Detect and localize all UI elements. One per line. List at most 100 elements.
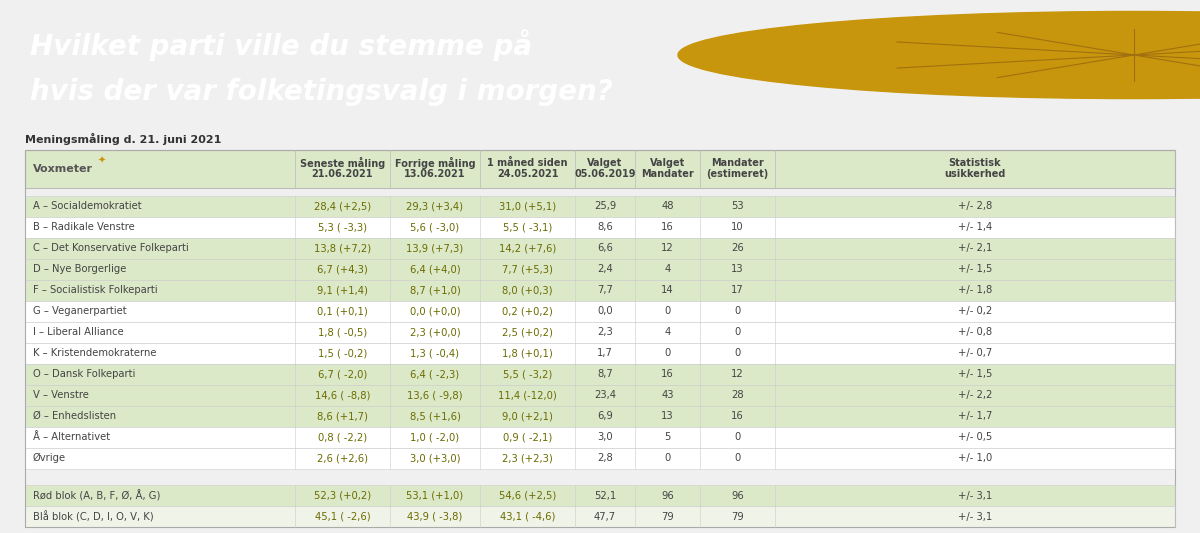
Bar [25, 259, 1175, 280]
Text: hvis der var folketingsvalg i morgen?: hvis der var folketingsvalg i morgen? [30, 78, 613, 106]
Text: Øvrige: Øvrige [34, 453, 66, 463]
Text: 53,1 (+1,0): 53,1 (+1,0) [407, 491, 463, 501]
Bar [25, 506, 1175, 527]
Text: 5,5 ( -3,1): 5,5 ( -3,1) [503, 222, 552, 232]
Text: 1,5 ( -0,2): 1,5 ( -0,2) [318, 348, 367, 358]
Text: 1,0 ( -2,0): 1,0 ( -2,0) [410, 432, 460, 442]
Text: Ø – Enhedslisten: Ø – Enhedslisten [34, 411, 116, 421]
Bar [25, 426, 1175, 448]
Text: 16: 16 [661, 369, 674, 379]
Text: 3,0 (+3,0): 3,0 (+3,0) [409, 453, 461, 463]
Text: 21.06.2021: 21.06.2021 [312, 169, 373, 179]
Text: 17: 17 [731, 285, 744, 295]
Text: 4: 4 [665, 264, 671, 274]
Text: Meningsmåling d. 21. juni 2021: Meningsmåling d. 21. juni 2021 [25, 133, 221, 144]
Bar [25, 406, 1175, 426]
Text: 13,9 (+7,3): 13,9 (+7,3) [407, 243, 463, 253]
Text: 48: 48 [661, 201, 673, 211]
Text: usikkerhed: usikkerhed [944, 169, 1006, 179]
Text: +/- 1,8: +/- 1,8 [958, 285, 992, 295]
Text: (estimeret): (estimeret) [707, 169, 769, 179]
Text: +/- 0,5: +/- 0,5 [958, 432, 992, 442]
Text: +/- 2,8: +/- 2,8 [958, 201, 992, 211]
Text: 47,7: 47,7 [594, 512, 616, 522]
Text: 2,5 (+0,2): 2,5 (+0,2) [502, 327, 553, 337]
Text: Valget: Valget [650, 158, 685, 168]
Text: Å – Alternativet: Å – Alternativet [34, 432, 110, 442]
Text: V – Venstre: V – Venstre [34, 390, 89, 400]
Text: 1,8 (+0,1): 1,8 (+0,1) [502, 348, 553, 358]
Text: 54,6 (+2,5): 54,6 (+2,5) [499, 491, 556, 501]
Text: F – Socialistisk Folkeparti: F – Socialistisk Folkeparti [34, 285, 157, 295]
Text: D – Nye Borgerlige: D – Nye Borgerlige [34, 264, 126, 274]
Text: 0: 0 [665, 306, 671, 316]
Text: A – Socialdemokratiet: A – Socialdemokratiet [34, 201, 142, 211]
Text: 43,9 ( -3,8): 43,9 ( -3,8) [407, 512, 463, 522]
Text: 53: 53 [731, 201, 744, 211]
Text: 8,0 (+0,3): 8,0 (+0,3) [503, 285, 553, 295]
Text: 5,5 ( -3,2): 5,5 ( -3,2) [503, 369, 552, 379]
Text: 2,4: 2,4 [598, 264, 613, 274]
Text: Mandater: Mandater [712, 158, 764, 168]
Text: +/- 2,1: +/- 2,1 [958, 243, 992, 253]
Text: 0,1 (+0,1): 0,1 (+0,1) [317, 306, 368, 316]
Text: Voxmeter: Voxmeter [834, 41, 1045, 78]
Text: 43: 43 [661, 390, 673, 400]
Bar [25, 321, 1175, 343]
Text: +/- 1,7: +/- 1,7 [958, 411, 992, 421]
Text: +/- 3,1: +/- 3,1 [958, 491, 992, 501]
Text: 1 måned siden: 1 måned siden [487, 158, 568, 168]
Text: 5,6 ( -3,0): 5,6 ( -3,0) [410, 222, 460, 232]
Bar [25, 238, 1175, 259]
Text: 0: 0 [665, 453, 671, 463]
Bar [25, 216, 1175, 238]
Text: 25,9: 25,9 [594, 201, 616, 211]
Bar [25, 150, 1175, 188]
Text: 9,0 (+2,1): 9,0 (+2,1) [502, 411, 553, 421]
Text: 28,4 (+2,5): 28,4 (+2,5) [314, 201, 371, 211]
Text: 2,3 (+2,3): 2,3 (+2,3) [502, 453, 553, 463]
Text: 13,8 (+7,2): 13,8 (+7,2) [314, 243, 371, 253]
Text: 16: 16 [661, 222, 674, 232]
Text: 13,6 ( -9,8): 13,6 ( -9,8) [407, 390, 463, 400]
Bar [25, 196, 1175, 216]
Text: 8,7: 8,7 [598, 369, 613, 379]
Text: 13: 13 [731, 264, 744, 274]
Text: 6,6: 6,6 [598, 243, 613, 253]
Text: +/- 0,8: +/- 0,8 [958, 327, 992, 337]
Text: Seneste måling: Seneste måling [300, 157, 385, 169]
Text: Rød blok (A, B, F, Ø, Å, G): Rød blok (A, B, F, Ø, Å, G) [34, 490, 161, 502]
Text: 10: 10 [731, 222, 744, 232]
Text: 14: 14 [661, 285, 674, 295]
Text: 11,4 (-12,0): 11,4 (-12,0) [498, 390, 557, 400]
Text: 6,7 ( -2,0): 6,7 ( -2,0) [318, 369, 367, 379]
Text: 13.06.2021: 13.06.2021 [404, 169, 466, 179]
Text: Voxmeter: Voxmeter [34, 164, 94, 174]
Text: Forrige måling: Forrige måling [395, 157, 475, 169]
Text: +/- 1,4: +/- 1,4 [958, 222, 992, 232]
Text: Statistisk: Statistisk [949, 158, 1001, 168]
Text: 7,7: 7,7 [598, 285, 613, 295]
Text: 31,0 (+5,1): 31,0 (+5,1) [499, 201, 556, 211]
Text: 43,1 ( -4,6): 43,1 ( -4,6) [500, 512, 556, 522]
Text: 14,2 (+7,6): 14,2 (+7,6) [499, 243, 556, 253]
Text: 52,1: 52,1 [594, 491, 616, 501]
Text: 05.06.2019: 05.06.2019 [575, 169, 636, 179]
Text: I – Liberal Alliance: I – Liberal Alliance [34, 327, 124, 337]
Bar [25, 343, 1175, 364]
Bar [25, 364, 1175, 385]
Text: 0: 0 [665, 348, 671, 358]
Text: 79: 79 [661, 512, 674, 522]
Bar [25, 486, 1175, 506]
Text: +/- 1,5: +/- 1,5 [958, 264, 992, 274]
Text: 0: 0 [734, 453, 740, 463]
Text: C – Det Konservative Folkeparti: C – Det Konservative Folkeparti [34, 243, 188, 253]
Text: 13: 13 [661, 411, 674, 421]
Circle shape [678, 11, 1200, 99]
Text: 16: 16 [731, 411, 744, 421]
Text: 23,4: 23,4 [594, 390, 616, 400]
Text: 6,7 (+4,3): 6,7 (+4,3) [317, 264, 368, 274]
Text: Blå blok (C, D, I, O, V, K): Blå blok (C, D, I, O, V, K) [34, 511, 154, 522]
Text: 6,4 (+4,0): 6,4 (+4,0) [409, 264, 461, 274]
Text: 96: 96 [661, 491, 674, 501]
